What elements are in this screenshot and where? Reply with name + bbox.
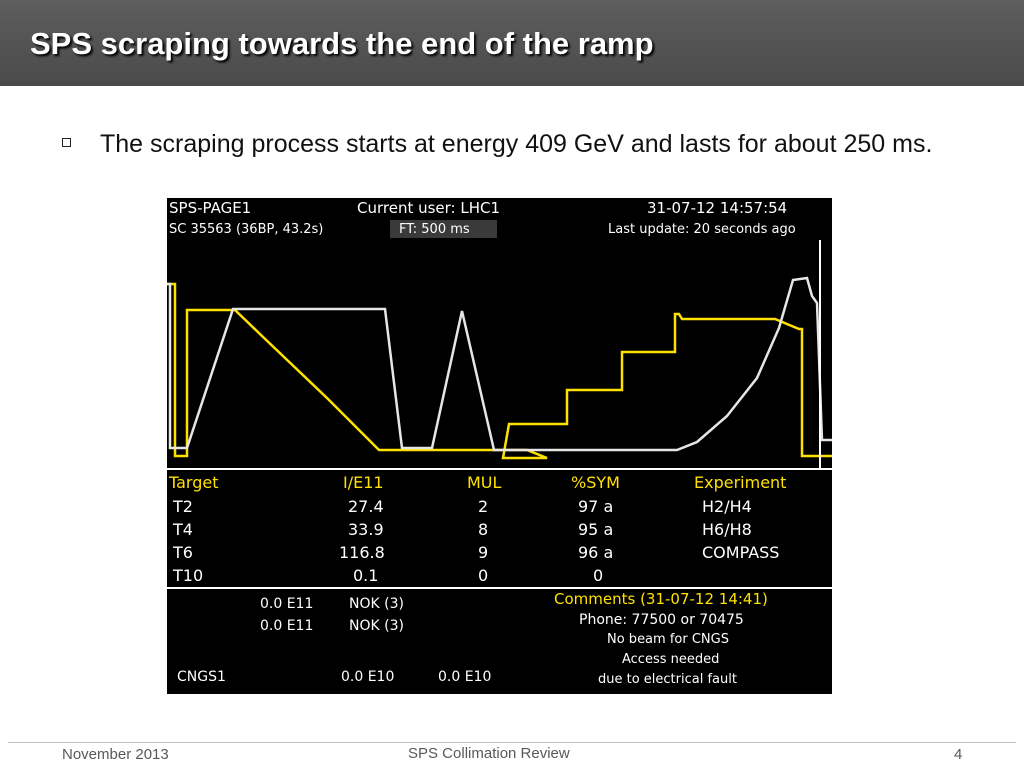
cell-sym: 96 a [578,543,614,562]
cell-sym: 0 [593,566,604,585]
sps-page1-screenshot: SPS-PAGE1 Current user: LHC1 31-07-12 14… [167,198,832,694]
cell-target: T2 [173,497,193,516]
bullet-text: The scraping process starts at energy 40… [100,130,933,158]
cell-ie11: 33.9 [348,520,384,539]
cell-target: T4 [173,520,193,539]
status-text: NOK (3) [349,596,404,612]
cngs-value-1: 0.0 E10 [341,669,395,685]
footer-divider [8,742,1016,743]
cell-experiment: COMPASS [702,543,780,562]
page-name: SPS-PAGE1 [169,199,252,217]
slide-title: SPS scraping towards the end of the ramp [30,26,654,61]
cell-ie11: 27.4 [348,497,384,516]
cell-mul: 8 [478,520,489,539]
date-time: 31-07-12 14:57:54 [647,199,788,217]
cell-ie11: 0.1 [353,566,379,585]
ft-value: FT: 500 ms [399,222,470,237]
footer-title: SPS Collimation Review [408,745,570,762]
status-value: 0.0 E11 [260,596,314,612]
white-trace [167,276,832,452]
cell-mul: 9 [478,543,489,562]
separator-top [167,468,832,470]
col-mul: MUL [467,473,502,492]
status-text: NOK (3) [349,618,404,634]
cycle-info: SC 35563 (36BP, 43.2s) [169,222,324,237]
cell-target: T6 [173,543,193,562]
cell-sym: 95 a [578,520,614,539]
col-experiment: Experiment [694,473,787,492]
comment-line: Phone: 77500 or 70475 [579,612,744,628]
square-bullet-icon [62,138,71,147]
cell-ie11: 116.8 [339,543,385,562]
trace-plot [167,240,832,470]
title-bar: SPS scraping towards the end of the ramp [0,0,1024,86]
comment-line: No beam for CNGS [607,632,729,647]
cell-experiment: H2/H4 [702,497,752,516]
comments-header: Comments (31-07-12 14:41) [554,590,768,608]
status-value: 0.0 E11 [260,618,314,634]
yellow-trace [167,282,832,460]
cell-sym: 97 a [578,497,614,516]
comment-line: due to electrical fault [598,672,737,687]
cell-target: T10 [173,566,204,585]
page-number: 4 [954,746,963,763]
separator-bottom [167,587,832,589]
cngs-value-2: 0.0 E10 [438,669,492,685]
cngs-label: CNGS1 [177,669,226,685]
cell-mul: 0 [478,566,489,585]
current-user: Current user: LHC1 [357,199,501,217]
cell-mul: 2 [478,497,489,516]
ft-box [390,220,497,238]
col-sym: %SYM [571,473,620,492]
col-ie11: I/E11 [343,473,384,492]
comment-line: Access needed [622,652,720,667]
col-target: Target [169,473,219,492]
cell-experiment: H6/H8 [702,520,752,539]
last-update: Last update: 20 seconds ago [608,222,796,237]
footer-date: November 2013 [62,746,169,763]
